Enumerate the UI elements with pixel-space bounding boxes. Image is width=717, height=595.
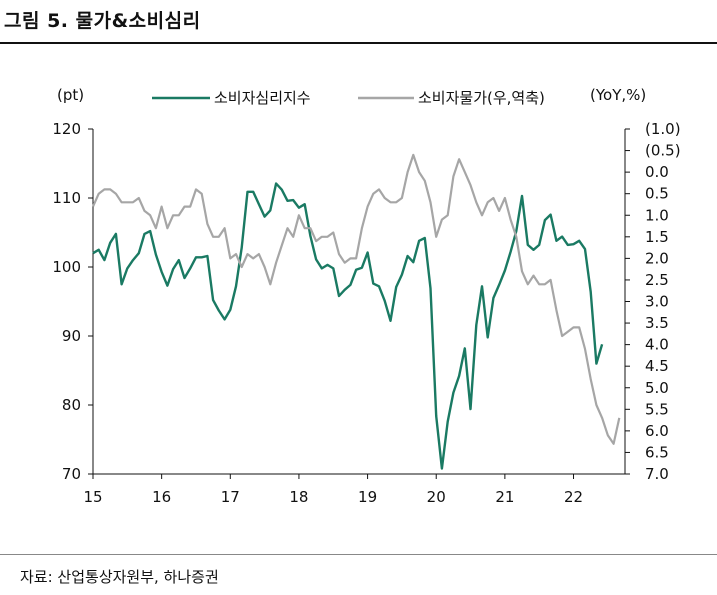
- right-tick-label: 3.5: [645, 314, 669, 332]
- right-tick-label: 3.0: [645, 293, 669, 311]
- left-tick-label: 90: [62, 327, 81, 345]
- series-line-2: [91, 153, 621, 445]
- tick-group: 70 80 90 100 110 120 (1.0) (0.5) 0.0 0.5 1.0 1.5 2.0…: [52, 120, 680, 506]
- x-tick-label: 17: [221, 488, 240, 506]
- right-tick-label: (1.0): [645, 120, 681, 138]
- left-axis-unit: (pt): [57, 86, 84, 104]
- footer-rule: [0, 554, 717, 555]
- legend-label-series-1: 소비자심리지수: [214, 89, 311, 107]
- left-tick-label: 80: [62, 396, 81, 414]
- x-tick-label: 20: [427, 488, 446, 506]
- dual-axis-line-chart: 70 80 90 100 110 120 (1.0) (0.5) 0.0 0.5 1.0 1.5 2.0…: [52, 86, 680, 506]
- legend: 소비자심리지수 소비자물가(우,역축): [152, 89, 545, 107]
- source-note: 자료: 산업통상자원부, 하나증권: [20, 568, 219, 586]
- right-tick-label: 1.0: [645, 206, 669, 224]
- series-group: [91, 153, 621, 470]
- right-tick-label: (0.5): [645, 142, 681, 160]
- title-underline: [0, 42, 717, 44]
- left-tick-label: 120: [52, 120, 81, 138]
- right-tick-label: 4.0: [645, 336, 669, 354]
- right-axis-unit: (YoY,%): [590, 86, 646, 104]
- series-line-1: [92, 182, 604, 470]
- right-tick-label: 0.0: [645, 163, 669, 181]
- x-tick-label: 21: [495, 488, 514, 506]
- right-tick-label: 2.0: [645, 249, 669, 267]
- right-tick-label: 4.5: [645, 357, 669, 375]
- right-tick-label: 1.5: [645, 228, 669, 246]
- left-tick-label: 100: [52, 258, 81, 276]
- x-tick-label: 18: [289, 488, 308, 506]
- right-tick-label: 6.5: [645, 443, 669, 461]
- right-tick-label: 5.5: [645, 400, 669, 418]
- left-tick-label: 70: [62, 465, 81, 483]
- figure-title: 그림 5. 물가&소비심리: [4, 10, 201, 32]
- right-tick-label: 6.0: [645, 422, 669, 440]
- right-tick-label: 2.5: [645, 271, 669, 289]
- left-tick-label: 110: [52, 189, 81, 207]
- x-tick-label: 19: [358, 488, 377, 506]
- x-tick-label: 22: [564, 488, 583, 506]
- right-tick-label: 7.0: [645, 465, 669, 483]
- x-tick-label: 15: [83, 488, 102, 506]
- axes-group: [92, 129, 626, 475]
- x-tick-label: 16: [152, 488, 171, 506]
- legend-label-series-2: 소비자물가(우,역축): [418, 89, 545, 107]
- right-tick-label: 0.5: [645, 185, 669, 203]
- right-tick-label: 5.0: [645, 379, 669, 397]
